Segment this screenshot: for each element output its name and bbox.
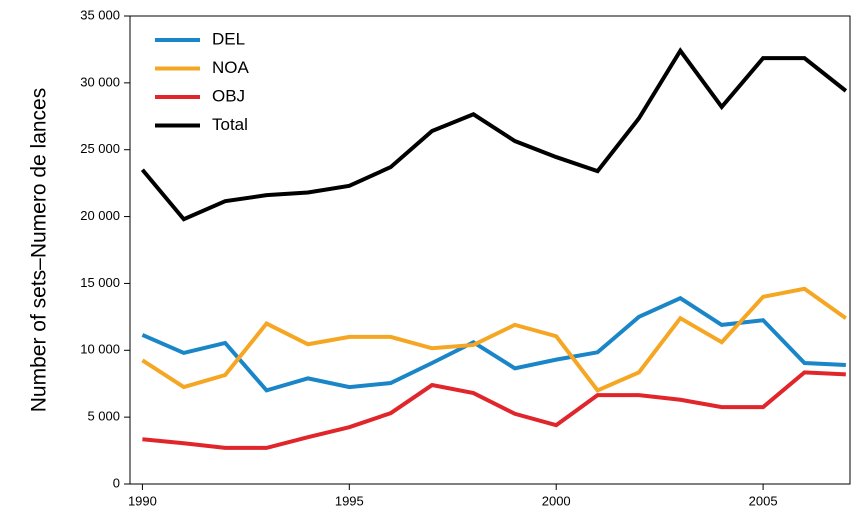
series-line [141, 286, 848, 393]
y-tick-label: 35 000 [80, 7, 120, 22]
x-tick-label: 2000 [542, 493, 571, 508]
legend-label: DEL [212, 29, 245, 48]
x-tick-label: 1990 [128, 493, 157, 508]
y-tick-label: 10 000 [80, 342, 120, 357]
y-tick-label: 0 [113, 475, 120, 490]
legend-label: NOA [212, 58, 250, 77]
y-tick-label: 25 000 [80, 141, 120, 156]
y-tick-label: 15 000 [80, 275, 120, 290]
series-line [141, 295, 846, 393]
series-line [142, 370, 846, 450]
legend-label: Total [212, 115, 248, 134]
y-tick-label: 20 000 [80, 208, 120, 223]
y-tick-label: 30 000 [80, 74, 120, 89]
y-tick-label: 5 000 [87, 409, 120, 424]
x-tick-label: 2005 [749, 493, 778, 508]
y-axis-label: Number of sets–Numero de lances [28, 88, 51, 413]
plot-frame [129, 15, 851, 485]
series-line [140, 47, 848, 222]
x-tick-label: 1995 [335, 493, 364, 508]
legend-label: OBJ [212, 86, 245, 105]
